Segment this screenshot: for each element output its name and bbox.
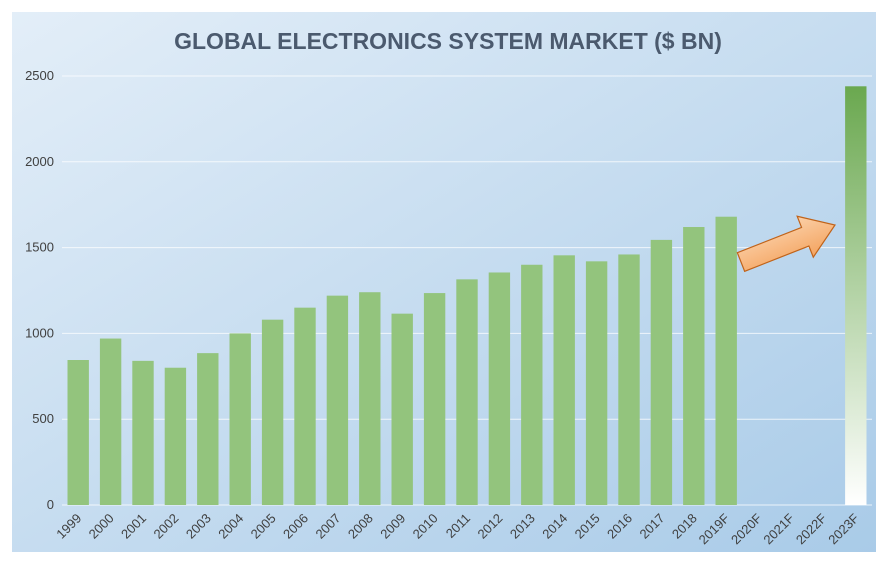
bar bbox=[715, 216, 737, 505]
y-tick-label: 2000 bbox=[25, 154, 54, 169]
bar bbox=[229, 333, 251, 505]
bar bbox=[359, 292, 381, 505]
bars bbox=[67, 86, 867, 506]
bar bbox=[456, 279, 478, 505]
bar bbox=[683, 227, 705, 505]
y-tick-label: 500 bbox=[32, 411, 54, 426]
y-tick-label: 1500 bbox=[25, 240, 54, 255]
bar bbox=[326, 295, 349, 505]
y-tick-label: 1000 bbox=[25, 325, 54, 340]
bar bbox=[99, 338, 122, 505]
bar bbox=[553, 255, 575, 505]
bar bbox=[585, 261, 608, 505]
arrow-icon bbox=[736, 215, 836, 273]
y-tick-label: 0 bbox=[47, 497, 54, 512]
bar bbox=[650, 239, 673, 506]
bar bbox=[261, 319, 284, 505]
bar bbox=[67, 359, 89, 505]
y-tick-label: 2500 bbox=[25, 68, 54, 83]
bar bbox=[488, 272, 511, 505]
y-axis: 0 500 1000 1500 2000 2500 bbox=[25, 68, 54, 512]
chart-title: GLOBAL ELECTRONICS SYSTEM MARKET ($ BN) bbox=[174, 28, 722, 54]
arrow-shape bbox=[736, 215, 836, 273]
arrow-annotation bbox=[736, 215, 836, 273]
bar bbox=[197, 353, 219, 505]
bar bbox=[294, 307, 316, 505]
bar bbox=[618, 254, 640, 505]
bar bbox=[521, 264, 543, 505]
bar bbox=[845, 86, 867, 506]
bar bbox=[423, 293, 446, 505]
bar bbox=[164, 367, 187, 505]
bar bbox=[132, 360, 154, 505]
bar bbox=[391, 313, 413, 505]
